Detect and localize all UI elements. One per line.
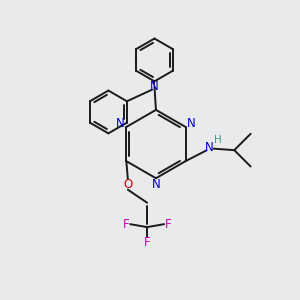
Text: N: N: [150, 80, 159, 93]
Text: N: N: [116, 117, 125, 130]
Text: N: N: [205, 141, 213, 154]
Text: F: F: [122, 218, 129, 231]
Text: H: H: [214, 135, 222, 145]
Text: N: N: [187, 117, 196, 130]
Text: O: O: [123, 178, 133, 191]
Text: F: F: [165, 218, 172, 231]
Text: N: N: [152, 178, 160, 191]
Text: F: F: [144, 236, 151, 249]
